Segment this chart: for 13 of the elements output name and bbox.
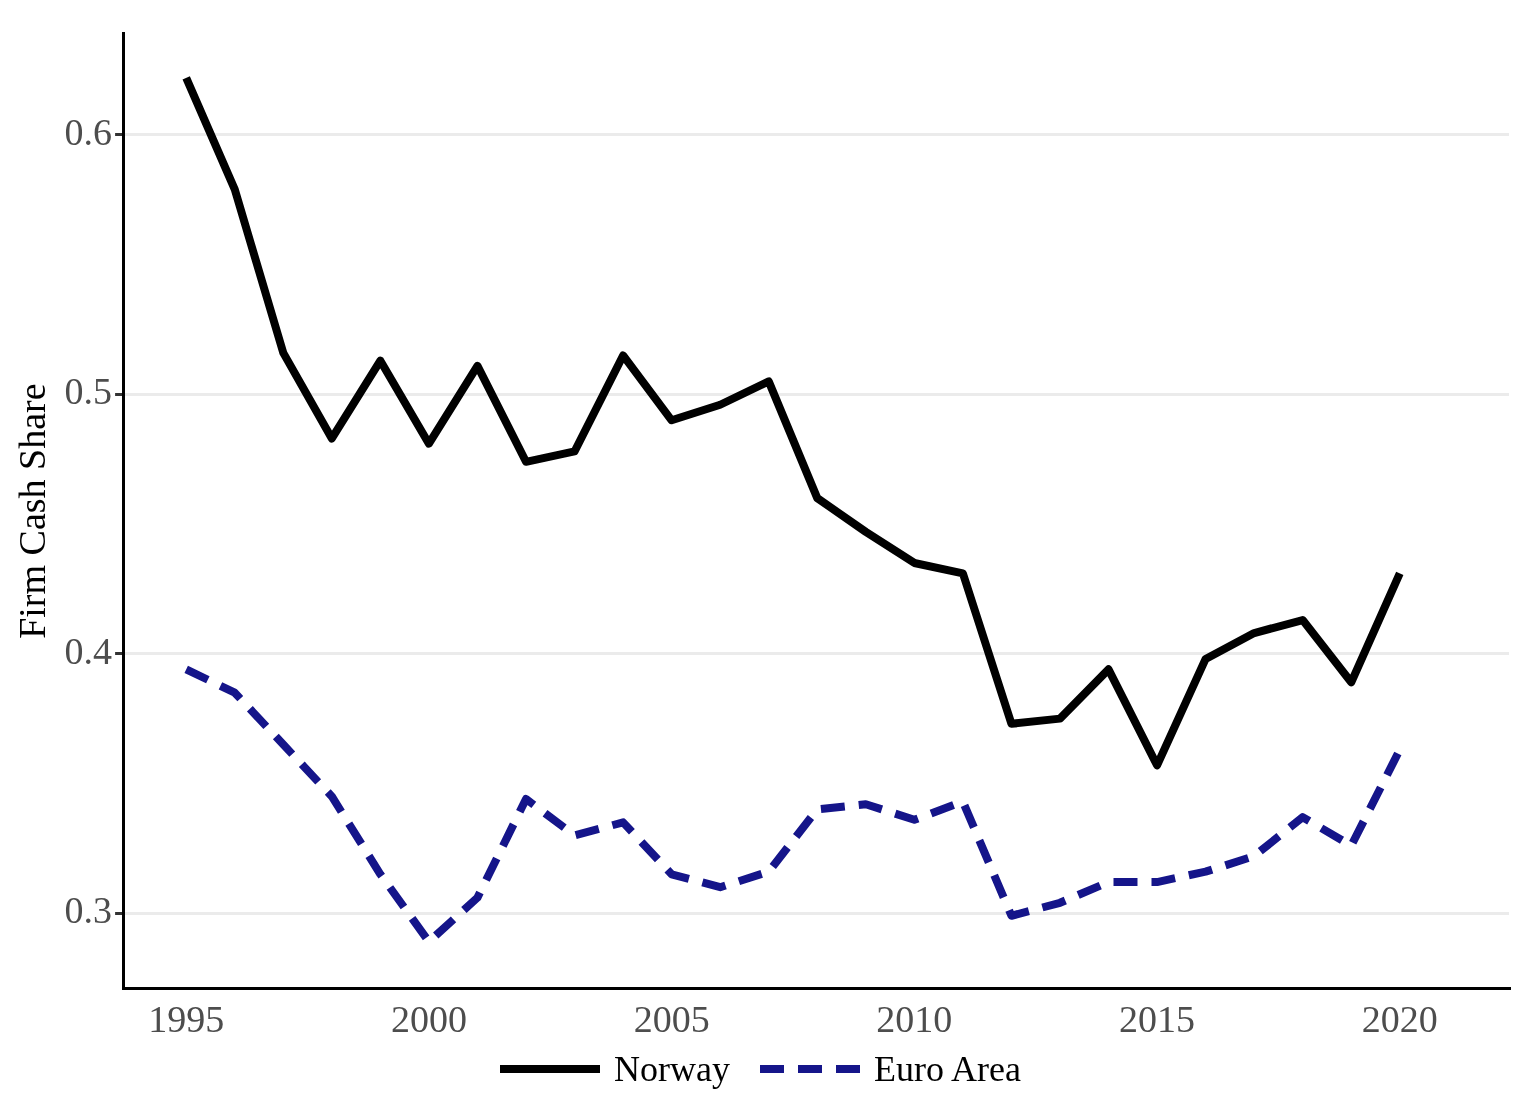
x-tick-label: 2010 <box>876 998 953 1041</box>
x-tick-label: 1995 <box>148 998 225 1041</box>
x-tick-label: 2005 <box>633 998 710 1041</box>
y-axis-title: Firm Cash Share <box>10 383 53 639</box>
y-tick-label: 0.5 <box>64 370 113 413</box>
x-tick-label: 2020 <box>1361 998 1438 1041</box>
y-tick-label: 0.4 <box>64 629 113 672</box>
legend-label: Norway <box>614 1048 731 1090</box>
legend-label: Euro Area <box>874 1048 1021 1090</box>
y-tick-label: 0.6 <box>64 110 113 153</box>
x-tick-label: 2015 <box>1119 998 1196 1041</box>
x-tick-label: 2000 <box>390 998 467 1041</box>
y-tick-label: 0.3 <box>64 889 113 932</box>
